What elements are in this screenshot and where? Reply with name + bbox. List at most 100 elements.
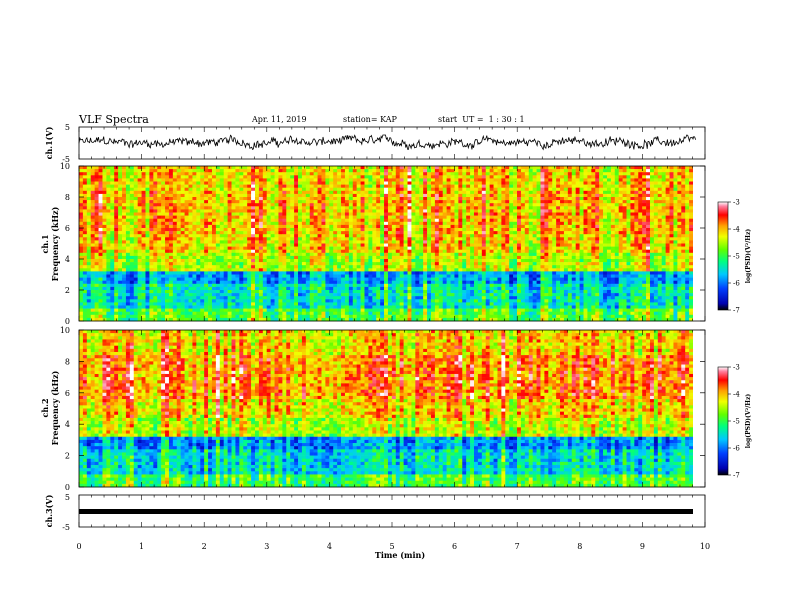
spectrogram-cell bbox=[262, 203, 268, 207]
spectrogram-cell bbox=[301, 181, 307, 185]
spectrogram-cell bbox=[583, 200, 588, 204]
spectrogram-cell bbox=[372, 234, 377, 238]
spectrogram-cell bbox=[364, 169, 369, 173]
spectrogram-cell bbox=[407, 197, 412, 201]
spectrogram-cell bbox=[540, 237, 545, 241]
spectrogram-cell bbox=[649, 221, 655, 226]
spectrogram-cell bbox=[145, 193, 150, 198]
spectrogram-cell bbox=[372, 200, 377, 204]
spectrogram-cell bbox=[333, 169, 338, 173]
spectrogram-cell bbox=[141, 212, 146, 216]
spectrogram-cell bbox=[157, 234, 162, 238]
spectrogram-cell bbox=[86, 249, 92, 254]
spectrogram-cell bbox=[274, 169, 279, 173]
spectrogram-cell bbox=[239, 231, 244, 235]
spectrogram-cell bbox=[536, 218, 541, 223]
spectrogram-cell bbox=[548, 224, 553, 229]
spectrogram-cell bbox=[172, 200, 178, 204]
spectrogram-cell bbox=[235, 243, 240, 247]
spectrogram-cell bbox=[348, 259, 354, 263]
spectrogram-cell bbox=[317, 215, 322, 219]
spectrogram-cell bbox=[614, 190, 619, 195]
spectrogram-cell bbox=[165, 190, 170, 195]
spectrogram-cell bbox=[552, 234, 557, 238]
spectrogram-cell bbox=[427, 243, 432, 247]
spectrogram-cell bbox=[274, 237, 279, 241]
spectrogram-cell bbox=[622, 187, 627, 192]
spectrogram-cell bbox=[137, 166, 142, 170]
spectrogram-cell bbox=[227, 228, 232, 232]
spectrogram-cell bbox=[333, 190, 338, 195]
spectrogram-cell bbox=[325, 206, 330, 210]
spectrogram-cell bbox=[603, 240, 608, 244]
spectrogram-cell bbox=[513, 218, 518, 223]
spectrogram-cell bbox=[517, 252, 522, 257]
spectrogram-cell bbox=[364, 215, 369, 219]
spectrogram-cell bbox=[462, 234, 467, 238]
spectrogram-cell bbox=[689, 166, 694, 170]
spectrogram-cell bbox=[329, 252, 334, 257]
spectrogram-cell bbox=[501, 166, 506, 170]
spectrogram-cell bbox=[524, 175, 530, 179]
spectrogram-cell bbox=[90, 187, 95, 192]
spectrogram-cell bbox=[309, 184, 314, 188]
spectrogram-cell bbox=[556, 197, 561, 201]
spectrogram-cell bbox=[133, 172, 138, 176]
spectrogram-cell bbox=[653, 237, 659, 241]
spectrogram-cell bbox=[595, 169, 600, 173]
spectrogram-cell bbox=[626, 169, 631, 173]
spectrogram-cell bbox=[560, 166, 565, 170]
spectrogram-cell bbox=[524, 166, 530, 170]
spectrogram-cell bbox=[333, 243, 338, 247]
spectrogram-cell bbox=[489, 212, 494, 216]
spectrogram-cell bbox=[419, 228, 424, 232]
spectrogram-cell bbox=[513, 197, 518, 201]
spectrogram-cell bbox=[94, 203, 99, 207]
spectrogram-cell bbox=[661, 193, 666, 198]
spectrogram-cell bbox=[313, 169, 318, 173]
spectrogram-cell bbox=[137, 181, 142, 185]
spectrogram-cell bbox=[442, 178, 447, 182]
spectrogram-cell bbox=[258, 187, 264, 192]
spectrogram-cell bbox=[657, 187, 663, 192]
spectrogram-cell bbox=[669, 243, 674, 247]
spectrogram-cell bbox=[556, 246, 561, 250]
spectrogram-cell bbox=[274, 246, 279, 250]
spectrogram-cell bbox=[603, 178, 608, 182]
spectrogram-cell bbox=[125, 200, 131, 204]
spectrogram-cell bbox=[227, 221, 232, 226]
spectrogram-cell bbox=[548, 234, 553, 238]
spectrogram-cell bbox=[341, 262, 346, 266]
spectrogram-cell bbox=[360, 206, 365, 210]
spectrogram-cell bbox=[129, 221, 135, 226]
spectrogram-cell bbox=[211, 209, 217, 213]
spectrogram-cell bbox=[501, 172, 506, 176]
spectrogram-cell bbox=[82, 181, 88, 185]
spectrogram-cell bbox=[98, 262, 103, 266]
spectrogram-cell bbox=[254, 178, 260, 182]
spectrogram-cell bbox=[286, 178, 291, 182]
spectrogram-cell bbox=[184, 175, 189, 179]
spectrogram-cell bbox=[286, 234, 291, 238]
spectrogram-cell bbox=[208, 172, 213, 176]
spectrogram-cell bbox=[399, 255, 404, 260]
spectrogram-cell bbox=[129, 209, 135, 213]
spectrogram-cell bbox=[129, 243, 135, 247]
spectrogram-cell bbox=[626, 181, 631, 185]
spectrogram-cell bbox=[376, 184, 381, 188]
spectrogram-cell bbox=[266, 190, 271, 195]
spectrogram-cell bbox=[544, 221, 549, 226]
spectrogram-cell bbox=[657, 206, 663, 210]
spectrogram-cell bbox=[603, 237, 608, 241]
spectrogram-cell bbox=[646, 231, 651, 235]
spectrogram-cell bbox=[98, 221, 103, 226]
spectrogram-cell bbox=[188, 224, 193, 229]
spectrogram-cell bbox=[313, 224, 318, 229]
spectrogram-cell bbox=[235, 252, 240, 257]
spectrogram-cell bbox=[325, 224, 330, 229]
spectrogram-cell bbox=[423, 190, 428, 195]
spectrogram-cell bbox=[454, 243, 459, 247]
spectrogram-cell bbox=[321, 218, 326, 223]
spectrogram-cell bbox=[168, 221, 174, 226]
spectrogram-cell bbox=[384, 172, 389, 176]
